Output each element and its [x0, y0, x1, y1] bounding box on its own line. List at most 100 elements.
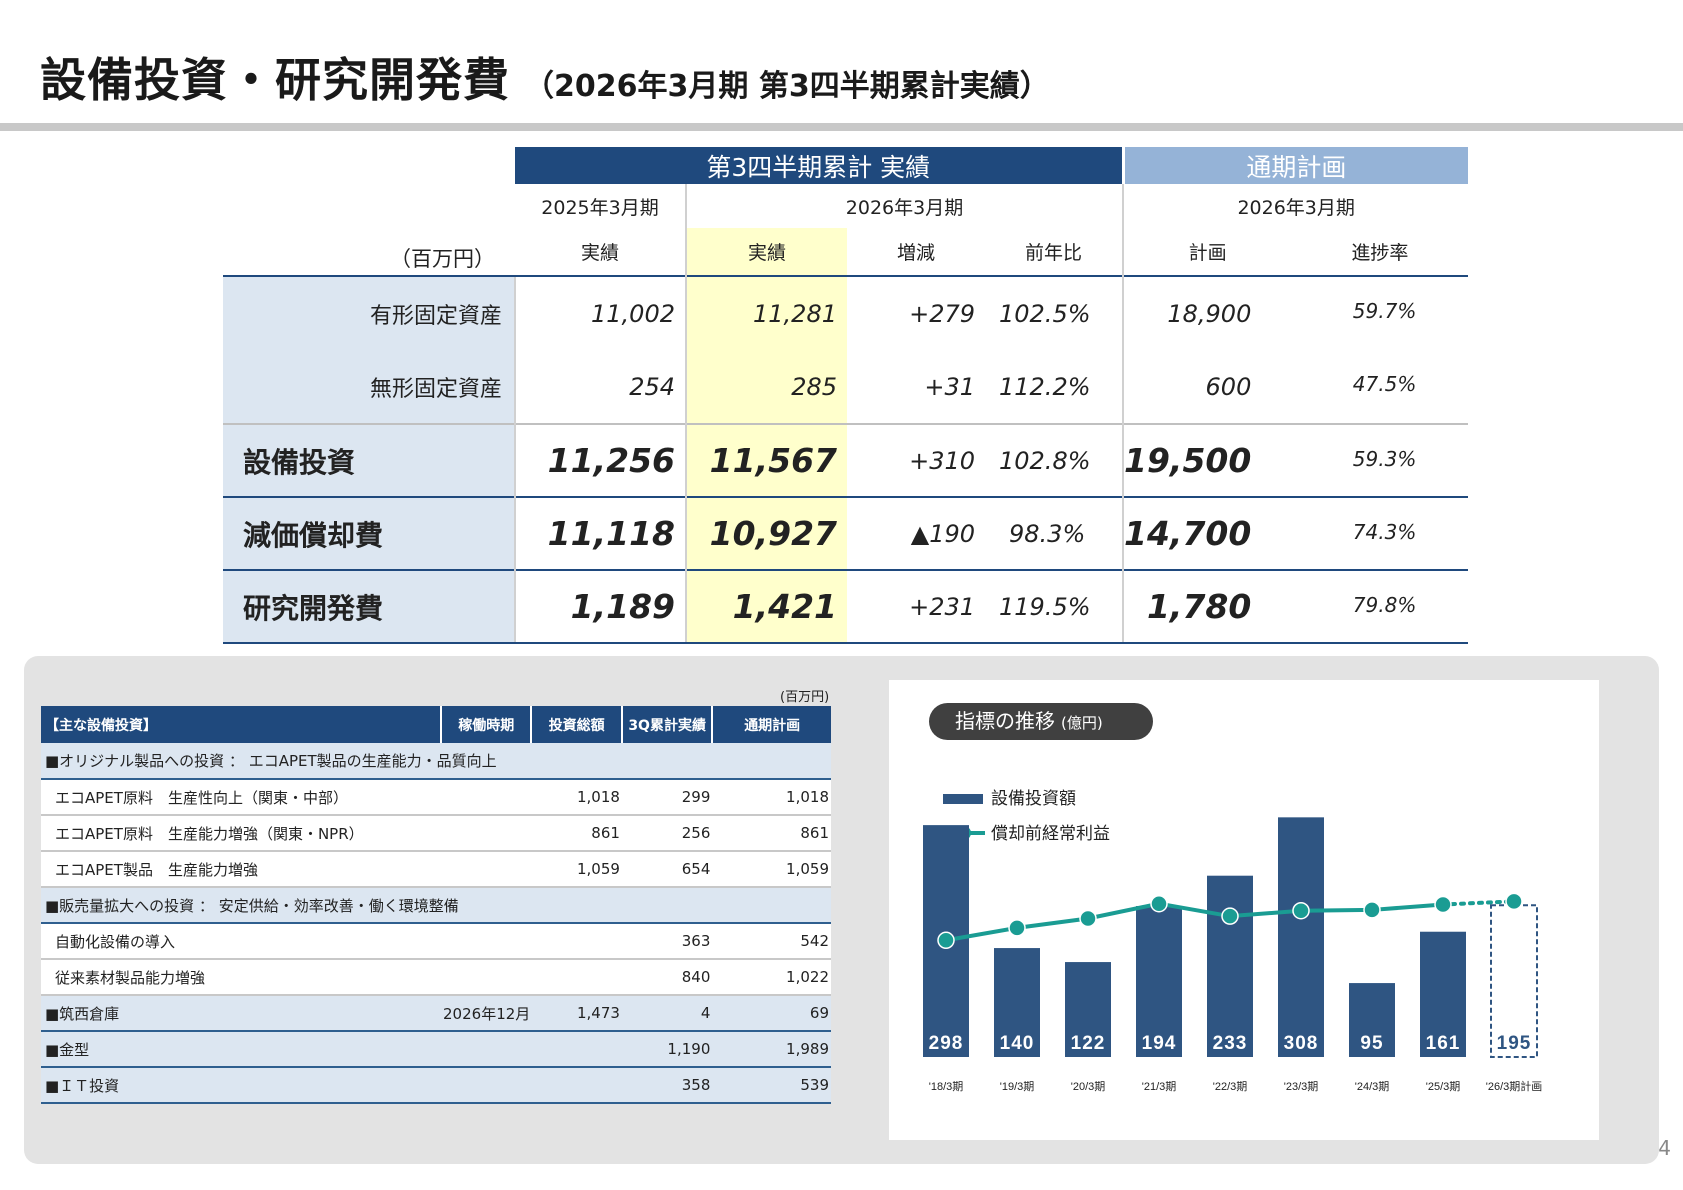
year-plan: 2026年3月期 [1121, 184, 1469, 228]
line-point [1079, 909, 1097, 928]
inv-timing [441, 743, 532, 780]
inv-name: ■ＩＴ投資 [41, 1067, 442, 1104]
yoy-value: 102.5% [985, 275, 1123, 350]
change-value: +31 [924, 372, 975, 401]
line-point [1434, 895, 1452, 914]
inv-plan: 861 [712, 815, 831, 852]
inv-total: 1,018 [531, 779, 622, 816]
category-tick-label: '25/3期 [1426, 1080, 1461, 1093]
inv-header-name: 【主な設備投資】 [41, 706, 442, 743]
header-q3-actual: 第3四半期累計 実績 [515, 147, 1123, 184]
chart-title: 指標の推移 [955, 709, 1055, 733]
inv-timing [441, 959, 532, 996]
inv-plan: 1,059 [712, 851, 831, 888]
prev-value: 11,118 [514, 496, 686, 570]
table-row: エコAPET原料 生産能力増強（関東・NPR） 861 256 861 [41, 815, 831, 852]
inv-header-total: 投資総額 [530, 706, 622, 743]
yoy-value: 119.5% [985, 569, 1123, 644]
inv-name: エコAPET原料 生産性向上（関東・中部） [41, 779, 442, 816]
line-point [1221, 907, 1239, 925]
inv-plan: 1,018 [712, 779, 831, 816]
investment-table-body: ■オリジナル製品への投資 ： エコAPET製品の生産能力・品質向上 エコAPET原… [41, 743, 831, 1104]
inv-timing: 2026年12月 [441, 995, 532, 1032]
col-actual-cur: 実績 [685, 228, 847, 276]
inv-name: エコAPET製品 生産能力増強 [41, 851, 442, 888]
inv-q3: 256 [621, 815, 713, 852]
summary-row: 無形固定資産 254 285 +31 112.2% 600 47.5% [223, 350, 1468, 424]
col-change: 増減 [896, 242, 935, 264]
inv-q3 [621, 743, 713, 780]
inv-plan: 1,989 [712, 1031, 831, 1068]
yoy-value: 98.3% [985, 496, 1123, 570]
series-line [945, 901, 1444, 943]
table-row: ■ＩＴ投資 358 539 [41, 1067, 831, 1104]
inv-total [531, 1067, 622, 1104]
table-row: ■金型 1,190 1,989 [41, 1031, 831, 1068]
inv-q3: 4 [621, 995, 713, 1032]
table-row: 従来素材製品能力増強 840 1,022 [41, 959, 831, 996]
bar [1136, 906, 1182, 1057]
inv-name: ■筑西倉庫 [41, 995, 442, 1032]
unit-label: （百万円） [390, 247, 495, 271]
plan-value: 600 [1121, 350, 1292, 424]
prev-value: 1,189 [514, 569, 686, 644]
bar [994, 948, 1040, 1057]
inv-header-q3: 3Q累計実績 [620, 706, 713, 743]
bar-value-label: 308 [1284, 1033, 1319, 1054]
category-tick-label: '20/3期 [1071, 1080, 1106, 1093]
inv-total [531, 887, 622, 924]
bar-value-label: 194 [1142, 1033, 1177, 1054]
inv-timing [441, 851, 532, 888]
inv-q3 [621, 887, 713, 924]
inv-plan: 539 [712, 1067, 831, 1104]
summary-row: 減価償却費 11,118 10,927 ▲190 98.3% 14,700 74… [223, 496, 1469, 570]
bar-value-label: 95 [1360, 1033, 1383, 1054]
inv-q3: 1,190 [621, 1031, 713, 1068]
plan-value: 14,700 [1121, 496, 1292, 570]
inv-name: 従来素材製品能力増強 [41, 959, 442, 996]
line-point [937, 931, 955, 950]
cur-value: 11,567 [685, 423, 847, 497]
inv-plan: 69 [712, 995, 831, 1032]
header-full-year-plan: 通期計画 [1121, 147, 1469, 184]
progress-value: 59.7% [1291, 275, 1469, 350]
bar-value-label: 233 [1213, 1033, 1248, 1054]
bar [1278, 817, 1324, 1057]
inv-q3: 299 [621, 779, 713, 816]
yoy-value: 102.8% [985, 423, 1123, 497]
plan-value: 19,500 [1121, 423, 1292, 497]
inv-timing [441, 1031, 532, 1068]
series-line-plan [1441, 899, 1516, 907]
line-point [1363, 901, 1381, 919]
category-tick-label: '19/3期 [1000, 1080, 1035, 1093]
table-row: 自動化設備の導入 363 542 [41, 923, 831, 960]
inv-total: 1,059 [531, 851, 622, 888]
col-plan: 計画 [1121, 228, 1292, 276]
progress-value: 74.3% [1291, 496, 1469, 570]
inv-plan: 542 [712, 923, 831, 960]
line-point [1008, 919, 1026, 937]
change-value: +231 [847, 569, 985, 644]
inv-timing [441, 923, 532, 960]
plan-value: 1,780 [1121, 569, 1292, 644]
inv-total: 861 [531, 815, 622, 852]
line-point [1292, 901, 1310, 920]
bar-value-label: 122 [1071, 1033, 1106, 1054]
inv-total [531, 959, 622, 996]
page-number: 4 [1658, 1136, 1671, 1160]
col-progress: 進捗率 [1351, 242, 1409, 264]
progress-value: 47.5% [1352, 372, 1417, 396]
legend-line-label: 償却前経常利益 [991, 824, 1110, 843]
col-yoy: 前年比 [1024, 242, 1082, 264]
progress-value: 79.8% [1291, 569, 1469, 644]
bar-value-label: 140 [1000, 1033, 1035, 1054]
inv-timing [441, 1067, 532, 1104]
bar-value-label: 161 [1426, 1033, 1461, 1054]
table-row: エコAPET製品 生産能力増強 1,059 654 1,059 [41, 851, 831, 888]
cur-value: 285 [685, 350, 847, 424]
inv-name: ■販売量拡大への投資 ： 安定供給・効率改善・働く環境整備 [41, 887, 459, 924]
change-value: ▲190 [847, 496, 985, 570]
inv-name: 自動化設備の導入 [41, 923, 442, 960]
